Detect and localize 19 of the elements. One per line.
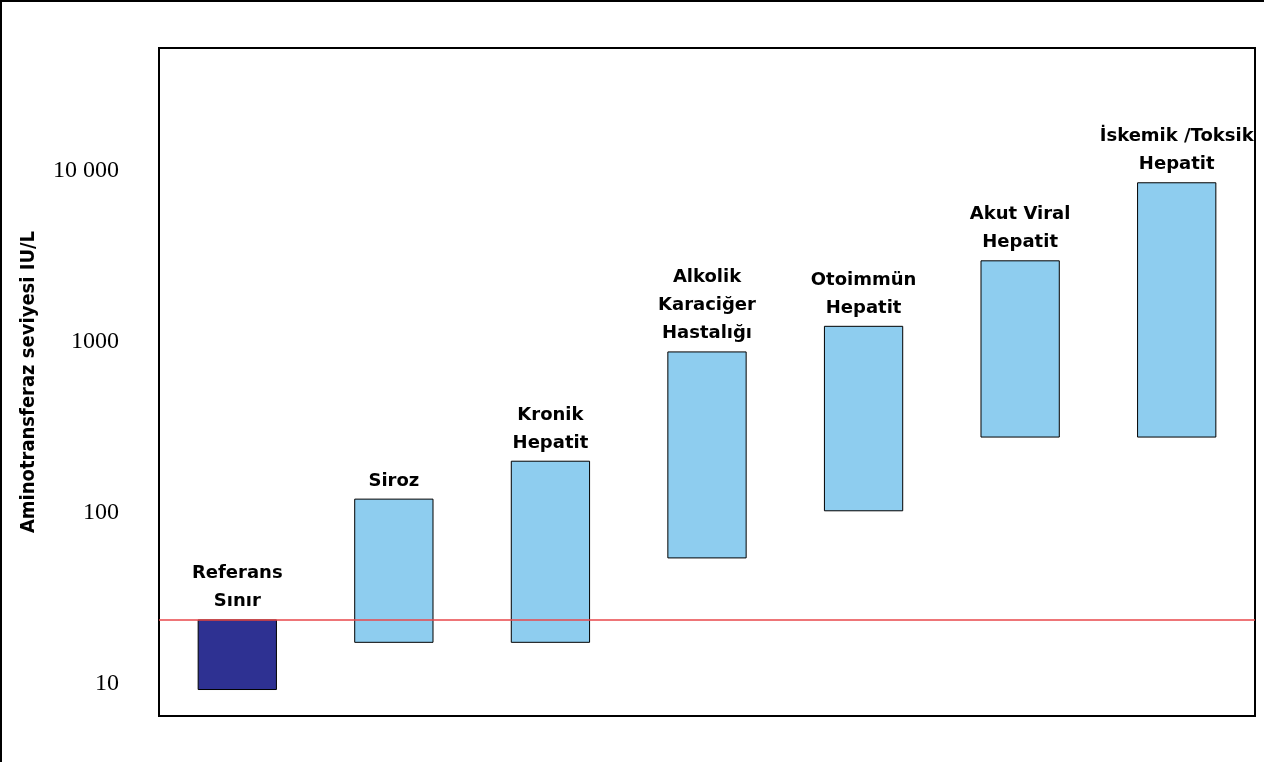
y-tick-label: 100	[83, 497, 119, 524]
bar	[510, 460, 591, 643]
x-tick-label: Akut Viral Hepatit	[969, 202, 1071, 252]
x-tick-label: Otoimmün Hepatit	[810, 267, 917, 317]
y-axis-title: Aminotransferaz seviyesi IU/L	[15, 230, 39, 534]
bar	[980, 260, 1060, 438]
bar	[197, 619, 277, 691]
bar	[667, 351, 747, 559]
x-tick-label: Siroz	[368, 468, 420, 490]
y-tick-label: 1000	[71, 326, 119, 353]
x-tick-label: Kronik Hepatit	[512, 402, 589, 452]
y-tick-label: 10	[95, 668, 119, 695]
bar	[354, 498, 434, 643]
y-tick-label: 10 000	[53, 155, 119, 182]
x-tick-label: Alkolik Karaciğer Hastalığı	[658, 265, 757, 343]
bar	[823, 325, 904, 512]
bar	[1137, 182, 1217, 438]
x-tick-label: İskemik /Toksik Hepatit	[1099, 124, 1255, 174]
x-tick-label: Referans Sınır	[191, 561, 283, 611]
